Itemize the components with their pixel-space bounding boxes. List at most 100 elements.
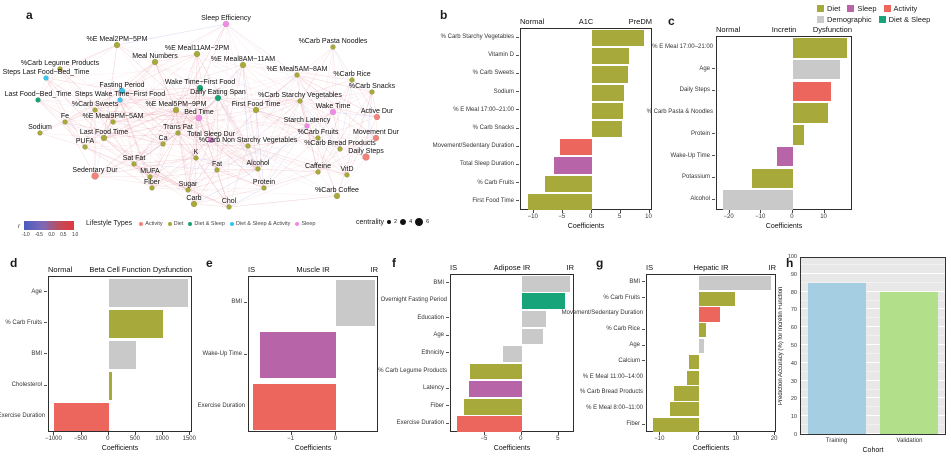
panel-e-letter: e — [206, 256, 213, 270]
y-category-text: % E Meal 8:00–11:00 — [586, 405, 643, 412]
network-edge — [112, 100, 301, 123]
x-tick-label: 0 — [695, 436, 700, 442]
network-node-label: %Carb Non Starchy Vegetables — [199, 137, 298, 144]
network-edge — [133, 132, 179, 165]
y-tick-mark-icon — [44, 291, 47, 293]
network-edge — [196, 53, 259, 170]
network-edge — [121, 90, 197, 159]
network-edge — [64, 90, 123, 123]
x-tick-label: 1000 — [155, 436, 169, 442]
gridline — [801, 317, 945, 319]
coefficient-bar — [108, 278, 188, 307]
network-edge — [228, 145, 249, 208]
network-edge — [317, 79, 353, 173]
y-tick-mark-icon — [446, 317, 449, 319]
lifestyle-type-label: Activity — [145, 220, 163, 227]
network-edge — [84, 143, 164, 148]
coefficient-bar — [559, 139, 592, 156]
network-edge — [151, 145, 249, 189]
network-edge — [59, 68, 105, 139]
network-edge — [112, 117, 200, 123]
network-edge — [177, 132, 348, 176]
network-edge — [247, 145, 338, 197]
y-tick-mark-icon — [712, 176, 715, 178]
network-edge — [121, 90, 212, 141]
r-colorbar-tick: 0.0 — [48, 232, 55, 238]
coefficient-bar — [652, 417, 699, 433]
network-edge — [196, 53, 353, 81]
network-edge — [332, 46, 378, 118]
y-category-text: Fiber — [430, 402, 444, 409]
network-edge — [84, 146, 197, 159]
coefficient-bar — [521, 310, 547, 327]
y-category-label: Alcohol — [660, 188, 715, 210]
network-edge — [198, 97, 219, 119]
network-edge — [225, 23, 230, 208]
network-edge — [112, 109, 177, 123]
network-edge — [257, 100, 301, 170]
coefficient-bar — [591, 66, 628, 83]
network-node — [207, 136, 215, 144]
chart-header-center: Muscle IR — [296, 265, 330, 274]
coefficient-bar — [689, 354, 699, 369]
category-legend-label: Diet — [827, 4, 841, 13]
network-edge — [255, 109, 259, 170]
coefficient-bar — [687, 370, 699, 385]
network-node-label: Steps Wake Time~First Food — [75, 91, 165, 98]
network-edge — [149, 137, 319, 178]
network-edge — [154, 61, 212, 141]
r-colorbar-ticks: -1.0 -0.5 0.0 0.5 1.0 — [22, 232, 78, 238]
network-node-label: Fasting Period — [99, 82, 144, 89]
x-tick-mark-icon — [728, 210, 730, 213]
network-node-label: VitD — [340, 166, 353, 173]
network-edge — [116, 44, 200, 119]
category-swatch-icon — [883, 5, 891, 12]
network-edge — [116, 44, 201, 89]
centrality-size-label: 6 — [426, 219, 430, 225]
coefficient-bar — [54, 403, 109, 432]
network-node — [175, 130, 181, 136]
network-edge — [247, 145, 319, 173]
panel-f-adipose-ir-chart: f IS Adipose IR IR BMI Overnight Fasting Per… — [378, 252, 578, 458]
category-legend-label: Activity — [893, 4, 918, 13]
y-category-label: Daily Steps — [660, 80, 715, 102]
x-tick-mark-icon — [335, 432, 337, 435]
lifestyle-type-dot-icon — [188, 221, 193, 226]
y-tick-mark-icon — [44, 384, 47, 386]
network-edge — [37, 68, 61, 101]
network-edge — [175, 109, 189, 191]
y-category-text: BMI — [629, 278, 640, 285]
network-edge — [112, 121, 164, 145]
network-edge — [175, 109, 200, 119]
chart-header-left: Normal — [716, 25, 741, 34]
network-edge — [149, 100, 301, 178]
y-category-label: % Carb Bread Products — [580, 385, 645, 401]
network-node-label: Sat Fat — [123, 155, 146, 162]
x-tick-mark-icon — [590, 210, 592, 213]
y-category-text: % Carb Fruits — [477, 179, 514, 186]
gridline — [801, 379, 945, 381]
network-edge — [59, 68, 135, 165]
y-category-label: Latency — [384, 379, 449, 397]
network-node-label: %E Meal5AM~8AM — [267, 66, 328, 73]
x-tick-mark-icon — [532, 210, 534, 213]
panel-b-chart-root: Normal A1C PreDM % Carb Starchy Vegetables V… — [432, 4, 658, 236]
network-edge — [112, 121, 135, 165]
y-category-label: BMI — [198, 276, 247, 328]
centrality-dot-icon — [387, 220, 392, 224]
y-category-label: Ethnicity — [384, 344, 449, 362]
network-edge — [187, 87, 201, 191]
network-edge — [37, 44, 118, 101]
network-node — [255, 166, 261, 172]
chart-header-right: Dysfunction — [812, 25, 852, 34]
network-edge — [175, 23, 227, 111]
network-edge — [37, 99, 105, 139]
y-tick-mark-icon — [642, 328, 645, 330]
coefficient-bar — [527, 193, 592, 211]
network-edge — [149, 125, 308, 178]
gridline — [801, 388, 945, 390]
coefficient-bar — [792, 59, 841, 80]
network-node — [369, 89, 375, 95]
network-edge — [317, 137, 338, 197]
network-edge — [175, 53, 198, 111]
